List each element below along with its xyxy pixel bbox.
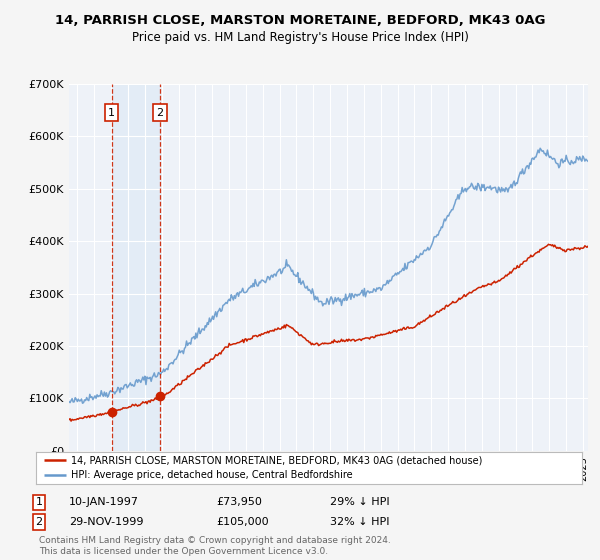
Bar xyxy=(112,84,160,451)
Text: £73,950: £73,950 xyxy=(216,497,262,507)
Text: 29% ↓ HPI: 29% ↓ HPI xyxy=(330,497,389,507)
Text: 29-NOV-1999: 29-NOV-1999 xyxy=(69,517,143,527)
Text: Contains HM Land Registry data © Crown copyright and database right 2024.
This d: Contains HM Land Registry data © Crown c… xyxy=(39,536,391,556)
Text: 1: 1 xyxy=(35,497,43,507)
Text: 14, PARRISH CLOSE, MARSTON MORETAINE, BEDFORD, MK43 0AG (detached house): 14, PARRISH CLOSE, MARSTON MORETAINE, BE… xyxy=(71,455,483,465)
Text: £105,000: £105,000 xyxy=(216,517,269,527)
Text: HPI: Average price, detached house, Central Bedfordshire: HPI: Average price, detached house, Cent… xyxy=(71,470,353,480)
Text: 1: 1 xyxy=(108,108,115,118)
Text: 32% ↓ HPI: 32% ↓ HPI xyxy=(330,517,389,527)
Text: 2: 2 xyxy=(35,517,43,527)
Text: 2: 2 xyxy=(157,108,164,118)
Text: Price paid vs. HM Land Registry's House Price Index (HPI): Price paid vs. HM Land Registry's House … xyxy=(131,31,469,44)
Text: 10-JAN-1997: 10-JAN-1997 xyxy=(69,497,139,507)
Text: 14, PARRISH CLOSE, MARSTON MORETAINE, BEDFORD, MK43 0AG: 14, PARRISH CLOSE, MARSTON MORETAINE, BE… xyxy=(55,14,545,27)
